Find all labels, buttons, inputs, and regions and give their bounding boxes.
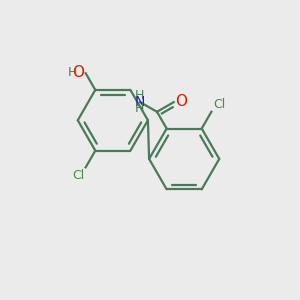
Text: N: N [134,95,145,109]
Text: H: H [135,89,144,102]
Text: H: H [68,66,77,79]
Text: O: O [72,65,84,80]
Text: H: H [135,102,144,115]
Text: O: O [176,94,188,109]
Text: Cl: Cl [213,98,225,111]
Text: Cl: Cl [72,169,84,182]
